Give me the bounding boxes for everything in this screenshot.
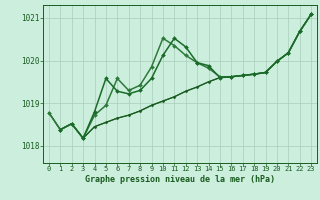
X-axis label: Graphe pression niveau de la mer (hPa): Graphe pression niveau de la mer (hPa) xyxy=(85,175,275,184)
